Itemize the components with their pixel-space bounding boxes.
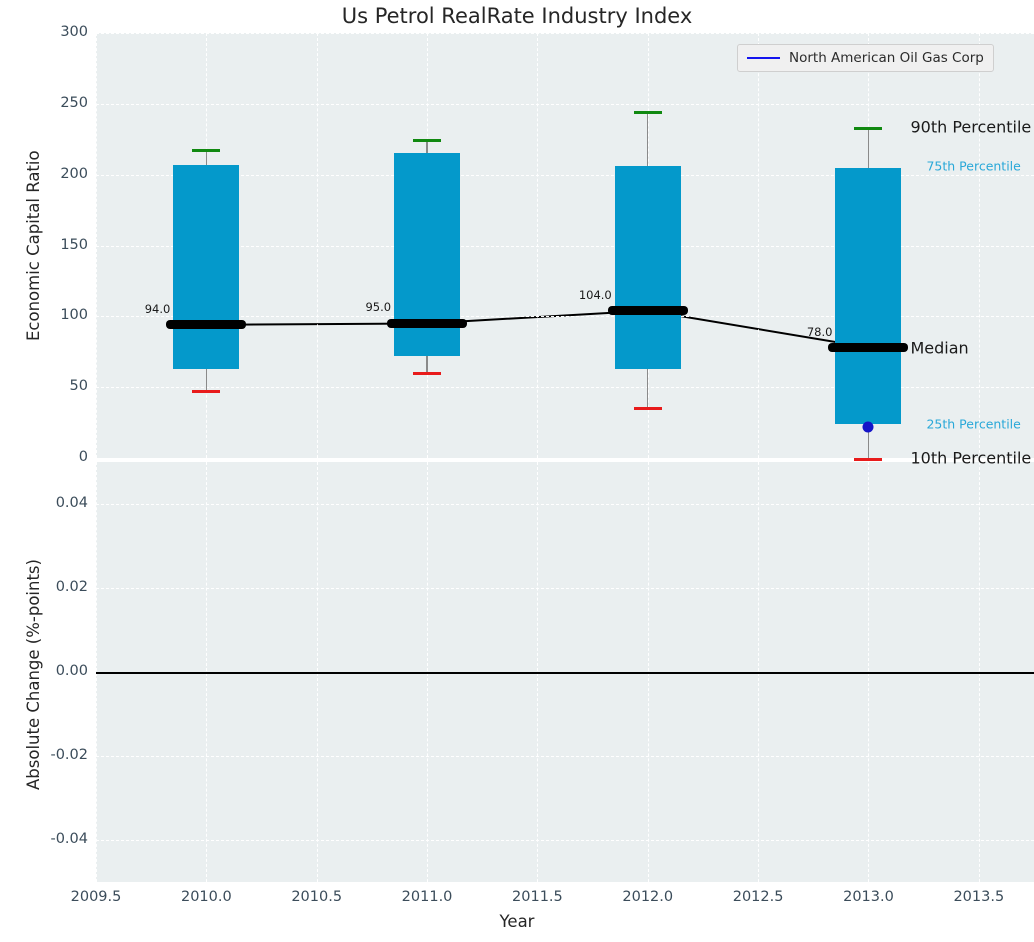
- y-tick-label: -0.04: [50, 831, 88, 847]
- gridline-horizontal: [96, 316, 1034, 318]
- economic-capital-ratio-panel: [96, 33, 1034, 461]
- gridline-horizontal: [96, 458, 1034, 459]
- legend[interactable]: North American Oil Gas Corp: [737, 44, 994, 72]
- gridline-vertical: [978, 33, 980, 458]
- percentile-annotation: 25th Percentile: [926, 416, 1021, 432]
- y-tick-label: -0.02: [50, 747, 88, 763]
- percentile-annotation: 75th Percentile: [926, 158, 1021, 174]
- percentile-annotation: 10th Percentile: [910, 448, 1032, 468]
- median-bar: [166, 320, 247, 330]
- median-value-label: 95.0: [365, 300, 392, 315]
- gridline-horizontal: [96, 174, 1034, 176]
- y-tick-label: 0.02: [55, 579, 88, 595]
- interquartile-box: [835, 167, 902, 424]
- p10-cap: [192, 390, 221, 393]
- gridline-vertical: [537, 33, 539, 458]
- p90-cap: [192, 149, 221, 153]
- median-value-label: 94.0: [144, 301, 171, 316]
- y-tick-label: 0.04: [55, 495, 88, 511]
- x-tick-label: 2013.5: [953, 889, 1005, 905]
- y-tick-label: 0: [78, 449, 88, 465]
- x-tick-label: 2011.5: [512, 889, 563, 905]
- median-value-label: 78.0: [806, 324, 833, 339]
- median-bar: [607, 306, 688, 316]
- gridline-vertical: [758, 33, 760, 458]
- company-data-point[interactable]: [862, 421, 874, 433]
- gridline-horizontal: [96, 588, 1034, 589]
- gridline-horizontal: [96, 504, 1034, 505]
- gridline-horizontal: [96, 840, 1034, 841]
- legend-line-icon: [747, 57, 780, 59]
- p90-cap: [633, 110, 662, 114]
- gridline-horizontal: [96, 387, 1034, 389]
- absolute-change-panel: [96, 462, 1034, 882]
- y-tick-label: 300: [60, 24, 88, 40]
- interquartile-box: [614, 166, 681, 369]
- median-value-label: 104.0: [578, 287, 612, 302]
- median-bar: [387, 318, 468, 328]
- y-tick-label: 0.00: [55, 663, 88, 679]
- p90-cap: [413, 139, 442, 143]
- gridline-horizontal: [96, 103, 1034, 105]
- y-tick-label: 150: [60, 236, 88, 253]
- chart-title: Us Petrol RealRate Industry Index: [341, 4, 693, 28]
- x-tick-label: 2012.0: [622, 889, 674, 905]
- median-bar: [828, 343, 909, 352]
- y-tick-label: 200: [60, 165, 88, 182]
- p10-cap: [633, 407, 662, 410]
- gridline-vertical: [96, 33, 97, 458]
- p10-cap: [854, 458, 883, 461]
- gridline-horizontal: [96, 33, 1034, 34]
- y-tick-label: 50: [69, 378, 88, 395]
- gridline-horizontal: [96, 756, 1034, 757]
- p10-cap: [413, 371, 442, 375]
- y-tick-label: 100: [60, 307, 88, 324]
- x-tick-label: 2013.0: [843, 889, 894, 905]
- interquartile-box: [173, 164, 240, 369]
- p90-cap: [854, 126, 883, 130]
- x-tick-label: 2012.5: [732, 889, 784, 905]
- gridline-vertical: [316, 33, 318, 458]
- x-tick-label: 2010.0: [180, 889, 232, 905]
- percentile-annotation: 90th Percentile: [910, 117, 1032, 136]
- y-tick-label: 250: [60, 94, 88, 111]
- gridline-horizontal: [96, 245, 1034, 247]
- percentile-annotation: Median: [910, 338, 969, 357]
- x-tick-label: 2009.5: [70, 889, 122, 905]
- legend-label: North American Oil Gas Corp: [789, 50, 984, 66]
- zero-reference-line: [96, 672, 1034, 674]
- x-axis-label: Year: [499, 912, 535, 931]
- x-tick-label: 2010.5: [291, 889, 343, 905]
- x-tick-label: 2011.0: [401, 889, 453, 905]
